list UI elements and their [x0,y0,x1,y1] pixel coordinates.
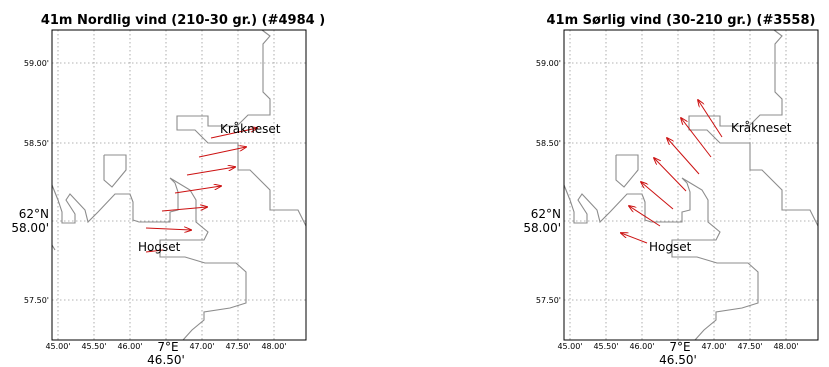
x-tick-label: 47.50' [737,342,762,351]
wind-arrow [145,249,164,253]
y-tick-label: 58.00' [523,221,561,235]
grid [52,30,306,340]
y-major-label: 62°N [19,207,49,221]
place-label: Hogset [649,240,692,254]
place-label: Hogset [138,240,181,254]
x-tick-label: 48.00' [773,342,798,351]
grid [564,30,818,340]
plot-frame [51,29,307,341]
wind-arrows [621,100,723,244]
coastline [563,29,819,341]
wind-arrow [621,233,648,244]
y-tick-label: 59.00' [536,59,561,68]
coastline [51,29,307,341]
wind-arrow [210,128,257,139]
y-tick-label: 58.00' [11,221,49,235]
x-tick-label: 46.00' [629,342,654,351]
y-tick-label: 59.00' [24,59,49,68]
wind-arrow [654,158,687,192]
x-tick-label: 45.00' [557,342,582,351]
x-tick-label: 45.00' [45,342,70,351]
wind-arrow [161,207,207,212]
x-tick-label: 46.50' [659,353,697,367]
wind-arrow [667,138,700,175]
x-tick-label: 47.00' [701,342,726,351]
chart-title: 41m Nordlig vind (210-30 gr.) (#4984 ) [41,13,325,28]
x-tick-label: 48.00' [261,342,286,351]
panel-north: 41m Nordlig vind (210-30 gr.) (#4984 ) [11,13,325,367]
wind-arrow [681,118,712,158]
wind-arrow [698,100,723,138]
x-tick-label: 45.50' [81,342,106,351]
x-major-label: 7°E [157,340,178,354]
y-major-label: 62°N [531,207,561,221]
y-tick-label: 58.50' [24,139,49,148]
place-label: Kråkneset [220,122,281,136]
wind-arrow [186,167,235,176]
plot-frame [563,29,819,341]
wind-arrow [629,206,661,227]
wind-arrow [145,228,191,230]
wind-arrow [641,182,674,210]
x-tick-label: 46.00' [117,342,142,351]
chart-title: 41m Sørlig vind (30-210 gr.) (#3558) [547,13,816,28]
x-major-label: 7°E [669,340,690,354]
place-label: Kråkneset [731,121,792,135]
y-tick-label: 58.50' [536,139,561,148]
x-tick-label: 45.50' [593,342,618,351]
panel-south: 41m Sørlig vind (30-210 gr.) (#3558) [523,13,819,367]
y-tick-label: 57.50' [536,296,561,305]
wind-arrow [174,186,221,194]
x-tick-label: 46.50' [147,353,185,367]
wind-arrow [198,147,246,158]
x-tick-label: 47.50' [225,342,250,351]
y-tick-label: 57.50' [24,296,49,305]
wind-arrows [145,128,257,253]
x-tick-label: 47.00' [189,342,214,351]
